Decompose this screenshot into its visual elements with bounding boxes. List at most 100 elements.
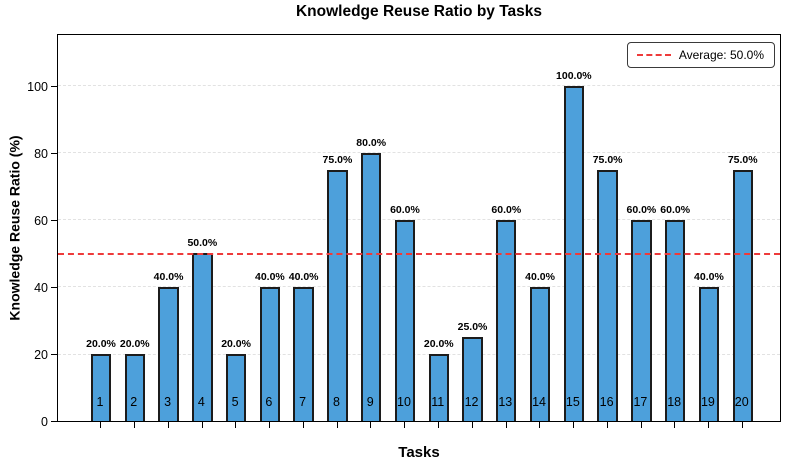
x-axis-tick [370, 422, 372, 428]
x-axis-tick [269, 422, 271, 428]
y-axis-tick [51, 152, 57, 154]
bar [664, 219, 686, 421]
bar-value-label: 40.0% [254, 270, 285, 283]
average-line-legend-swatch [636, 54, 671, 56]
x-axis-tick [471, 422, 473, 428]
plot-area: Average: 50.0% 0 20 40 60 80 100 20.0% 20.0% 40.… [27, 34, 781, 429]
x-tick-label: 1 [96, 395, 104, 409]
bar-value-label: 60.0% [626, 203, 657, 216]
chart-title: Knowledge Reuse Ratio by Tasks [295, 3, 543, 20]
y-axis-tick [51, 353, 57, 355]
y-tick-label: 100 [27, 79, 48, 94]
x-tick-label: 10 [397, 395, 411, 409]
bar-value-label: 20.0% [221, 338, 251, 350]
bar-value-label: 60.0% [491, 203, 522, 216]
x-axis-tick [708, 422, 710, 428]
gridline [58, 219, 780, 221]
x-tick-label: 9 [366, 395, 374, 409]
x-tick-label: 4 [197, 395, 205, 409]
y-tick-label: 80 [34, 146, 48, 161]
bar-value-label: 75.0% [322, 153, 353, 166]
bar [225, 354, 247, 421]
legend: Average: 50.0% [626, 42, 775, 68]
x-tick-label: 20 [734, 395, 749, 409]
x-tick-label: 6 [265, 395, 273, 409]
gridline [58, 152, 780, 154]
x-tick-label: 11 [431, 395, 445, 409]
bar [158, 286, 179, 421]
bar [361, 152, 382, 421]
bar-value-label: 20.0% [119, 338, 150, 350]
bar [529, 286, 551, 421]
x-tick-label: 15 [565, 395, 580, 409]
bar [732, 169, 753, 421]
x-tick-label: 13 [498, 395, 513, 409]
bar [293, 286, 314, 421]
average-line [58, 252, 780, 255]
bar-value-label: 40.0% [694, 270, 724, 283]
bar [462, 337, 483, 421]
x-axis-label: Tasks [398, 444, 440, 461]
gridline [58, 353, 780, 355]
x-axis-tick [539, 422, 541, 428]
bar-value-label: 60.0% [660, 203, 691, 216]
bar-value-label: 60.0% [390, 203, 420, 216]
bar [496, 219, 517, 421]
x-axis-tick [302, 422, 304, 428]
x-axis-tick [167, 422, 169, 428]
y-axis-tick [51, 420, 57, 422]
x-axis-tick [336, 422, 338, 428]
y-axis-tick [51, 286, 57, 288]
bar-value-label: 80.0% [356, 136, 387, 149]
bar [428, 354, 449, 421]
x-tick-label: 3 [164, 395, 172, 409]
legend-label: Average: 50.0% [678, 48, 764, 62]
bar-value-label: 25.0% [457, 321, 488, 334]
y-tick-label: 40 [34, 280, 48, 295]
bar-value-label: 40.0% [153, 270, 184, 283]
bar-value-label: 20.0% [423, 338, 454, 350]
y-tick-label: 60 [34, 213, 48, 228]
y-axis-label-container: Knowledge Reuse Ratio (%) [0, 34, 30, 422]
y-tick-label: 0 [41, 415, 48, 429]
x-tick-label: 12 [464, 395, 479, 409]
x-tick-label: 2 [130, 395, 138, 409]
x-tick-label: 18 [667, 395, 682, 409]
x-axis-tick [674, 422, 676, 428]
x-axis-tick [741, 422, 743, 428]
x-tick-label: 16 [599, 395, 614, 409]
x-axis-tick [235, 422, 237, 428]
x-axis-tick [437, 422, 439, 428]
x-axis-tick [133, 422, 135, 428]
x-axis-tick [573, 422, 575, 428]
x-tick-label: 14 [532, 395, 547, 409]
bar [259, 286, 281, 421]
bar-value-label: 40.0% [525, 270, 555, 283]
bar [327, 169, 348, 421]
bar-value-label: 75.0% [592, 153, 623, 166]
bar [597, 169, 618, 421]
x-axis-tick [404, 422, 406, 428]
x-tick-label: 8 [332, 395, 340, 409]
gridline [58, 85, 780, 87]
bar [394, 219, 416, 421]
x-tick-label: 7 [299, 395, 307, 409]
x-tick-label: 17 [633, 395, 648, 409]
x-axis-tick [100, 422, 102, 428]
y-axis-label: Knowledge Reuse Ratio (%) [7, 135, 24, 321]
x-axis-tick [201, 422, 203, 428]
gridline [58, 286, 780, 288]
bar [90, 354, 112, 421]
y-tick-label: 20 [34, 348, 48, 362]
y-axis-tick [51, 219, 57, 221]
bar-value-label: 75.0% [727, 153, 758, 166]
x-axis-tick [640, 422, 642, 428]
bar-value-label: 50.0% [187, 237, 218, 250]
x-tick-label: 19 [700, 395, 715, 409]
bar [698, 286, 720, 421]
bar [631, 219, 652, 421]
bar-value-label: 40.0% [288, 270, 319, 283]
x-axis-tick [606, 422, 608, 428]
y-axis-tick [51, 85, 57, 87]
